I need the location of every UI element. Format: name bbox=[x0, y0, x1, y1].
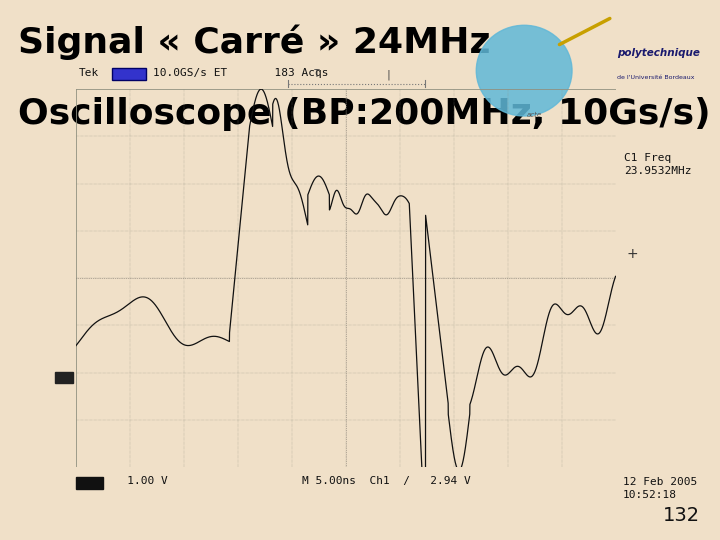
Text: C1 Freq
23.9532MHz: C1 Freq 23.9532MHz bbox=[624, 153, 692, 176]
FancyBboxPatch shape bbox=[112, 68, 146, 80]
Text: 132: 132 bbox=[662, 506, 700, 525]
Text: Ch1: Ch1 bbox=[81, 478, 98, 488]
FancyBboxPatch shape bbox=[55, 373, 73, 383]
Text: Tek: Tek bbox=[79, 68, 99, 78]
Text: acte: acte bbox=[526, 112, 542, 118]
Text: M 5.00ns  Ch1  /   2.94 V: M 5.00ns Ch1 / 2.94 V bbox=[302, 476, 471, 485]
FancyBboxPatch shape bbox=[76, 477, 103, 489]
Text: 12 Feb 2005
10:52:18: 12 Feb 2005 10:52:18 bbox=[623, 477, 697, 500]
Text: 1→: 1→ bbox=[60, 375, 69, 384]
Text: 1.00 V: 1.00 V bbox=[107, 476, 167, 485]
Text: |: | bbox=[386, 69, 392, 80]
Text: Oscilloscope (BP:200MHz, 10Gs/s): Oscilloscope (BP:200MHz, 10Gs/s) bbox=[18, 97, 711, 131]
Text: de l'Université Bordeaux: de l'Université Bordeaux bbox=[618, 75, 695, 80]
Text: +: + bbox=[626, 247, 638, 260]
Text: Signal « Carré » 24MHz: Signal « Carré » 24MHz bbox=[18, 24, 490, 60]
Text: 10.0GS/s ET       183 Acqs: 10.0GS/s ET 183 Acqs bbox=[153, 68, 329, 78]
Text: 1→: 1→ bbox=[60, 373, 72, 383]
Text: STOP: STOP bbox=[118, 70, 140, 78]
Text: T: T bbox=[314, 69, 320, 79]
Ellipse shape bbox=[477, 25, 572, 116]
Text: polytechnique: polytechnique bbox=[618, 48, 701, 58]
